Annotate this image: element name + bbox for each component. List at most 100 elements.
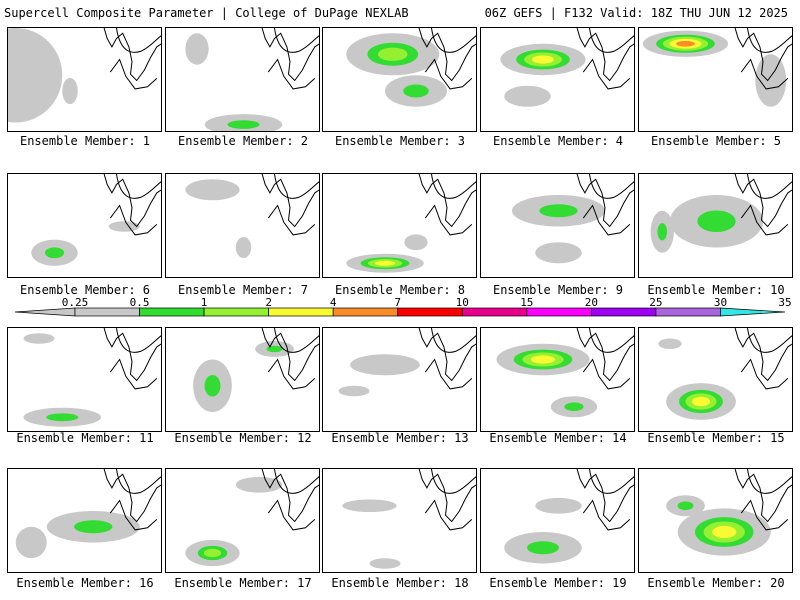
contour-area xyxy=(657,223,668,241)
member-caption: Ensemble Member: 20 xyxy=(647,576,785,590)
coastline xyxy=(267,58,316,90)
coastline xyxy=(274,28,319,53)
colorbar-tick-label: 1 xyxy=(200,296,208,309)
coastline xyxy=(747,328,792,353)
ensemble-map-panel xyxy=(322,327,477,432)
map-field xyxy=(496,328,634,418)
contour-area xyxy=(115,223,134,230)
map-field xyxy=(15,469,161,559)
coastline xyxy=(576,469,634,523)
coastline xyxy=(103,469,161,523)
colorbar-tick-label: 0.25 xyxy=(61,296,89,309)
ensemble-map-panel xyxy=(165,327,320,432)
ensemble-map-panel xyxy=(480,27,635,132)
coastline xyxy=(747,174,792,199)
map-field xyxy=(512,174,634,264)
member-caption: Ensemble Member: 16 xyxy=(16,576,154,590)
ensemble-map-panel xyxy=(638,468,793,573)
contour-area xyxy=(22,533,41,552)
map-field xyxy=(642,28,792,107)
ensemble-map-panel xyxy=(480,173,635,278)
member-caption: Ensemble Member: 17 xyxy=(174,576,312,590)
colorbar-segment xyxy=(74,307,140,317)
colorbar-tick-label: 0.5 xyxy=(129,296,150,309)
coastline xyxy=(116,174,161,199)
contour-area xyxy=(204,374,221,397)
coastline xyxy=(589,28,634,53)
ensemble-map-panel xyxy=(480,468,635,573)
colorbar-segment xyxy=(397,307,463,317)
header-title: Supercell Composite Parameter | College … xyxy=(4,6,409,20)
coastline xyxy=(261,469,319,523)
colorbar-tick-label: 35 xyxy=(778,296,792,309)
coastline xyxy=(740,204,789,236)
colorbar-tick-label: 10 xyxy=(455,296,469,309)
coastline xyxy=(424,58,473,90)
contour-area xyxy=(65,83,75,99)
ensemble-map-panel xyxy=(7,173,162,278)
coastline xyxy=(418,28,476,82)
coastline xyxy=(576,328,634,382)
contour-area xyxy=(364,358,406,371)
coastline xyxy=(116,328,161,353)
contour-area xyxy=(403,84,429,98)
coastline xyxy=(424,499,473,531)
coastline xyxy=(109,204,158,236)
contour-area xyxy=(409,237,423,247)
member-caption: Ensemble Member: 8 xyxy=(334,283,466,297)
coastline xyxy=(589,174,634,199)
contour-area xyxy=(564,402,584,412)
coastline xyxy=(274,469,319,494)
contour-area xyxy=(266,345,283,353)
contour-area xyxy=(8,47,43,103)
member-caption: Ensemble Member: 4 xyxy=(492,134,624,148)
member-caption: Ensemble Member: 19 xyxy=(489,576,627,590)
map-field xyxy=(650,174,792,253)
coastline xyxy=(418,328,476,382)
colorbar-tick-label: 7 xyxy=(394,296,402,309)
contour-area xyxy=(530,355,556,364)
contour-area xyxy=(196,183,229,196)
contour-area xyxy=(46,413,79,422)
coastline xyxy=(424,204,473,236)
contour-area xyxy=(377,47,408,61)
ensemble-map-panel xyxy=(638,27,793,132)
contour-area xyxy=(203,548,222,558)
member-caption: Ensemble Member: 5 xyxy=(650,134,782,148)
coastline xyxy=(576,174,634,228)
member-caption: Ensemble Member: 2 xyxy=(177,134,309,148)
coastline xyxy=(267,204,316,236)
coastline xyxy=(589,328,634,353)
coastline xyxy=(267,499,316,531)
coastline xyxy=(431,328,476,353)
contour-area xyxy=(761,65,780,96)
coastline xyxy=(582,204,631,236)
ensemble-map-panel xyxy=(7,327,162,432)
member-caption: Ensemble Member: 6 xyxy=(19,283,151,297)
coastline xyxy=(576,28,634,82)
member-caption: Ensemble Member: 15 xyxy=(647,431,785,445)
colorbar-segment xyxy=(526,307,592,317)
map-field xyxy=(338,328,476,397)
contour-area xyxy=(531,55,555,64)
contour-area xyxy=(235,237,252,258)
member-caption: Ensemble Member: 1 xyxy=(19,134,151,148)
coastline xyxy=(747,28,792,53)
colorbar-segment xyxy=(720,307,786,317)
ensemble-map-panel xyxy=(7,468,162,573)
coastline xyxy=(424,358,473,390)
contour-area xyxy=(23,333,55,344)
coastline xyxy=(734,28,792,82)
colorbar-segment xyxy=(461,307,528,317)
coastline xyxy=(747,469,792,494)
contour-area xyxy=(190,39,204,59)
ensemble-map-panel xyxy=(322,173,477,278)
colorbar-tick-label: 4 xyxy=(329,296,337,309)
coastline xyxy=(740,358,789,390)
contour-area xyxy=(697,210,736,233)
coastline xyxy=(261,328,319,382)
member-caption: Ensemble Member: 11 xyxy=(16,431,154,445)
colorbar-segment xyxy=(139,307,205,317)
contour-area xyxy=(658,338,682,349)
contour-area xyxy=(44,247,65,259)
